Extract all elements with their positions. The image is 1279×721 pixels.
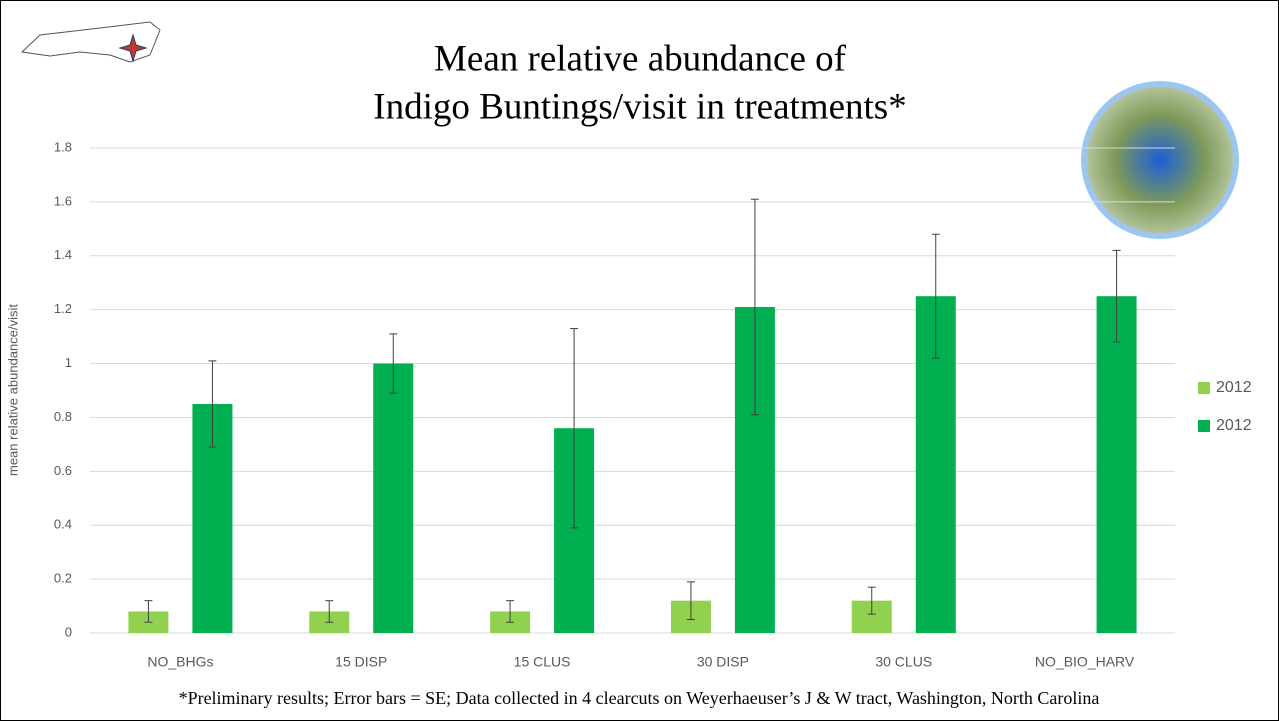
legend-swatch (1198, 382, 1210, 394)
legend-label: 2012 (1216, 379, 1252, 396)
y-tick-label: 0.4 (54, 517, 72, 532)
error-bar (1112, 249, 1121, 343)
y-tick-label: 0.6 (54, 463, 72, 478)
map-icon (20, 21, 161, 63)
title-line: Mean relative abundance of (434, 38, 847, 79)
error-bar (389, 333, 398, 394)
y-axis-label: mean relative abundance/visit (5, 304, 20, 476)
footnote: *Preliminary results; Error bars = SE; D… (179, 688, 1100, 708)
x-tick-label: NO_BIO_HARV (1035, 654, 1135, 670)
error-bar (325, 600, 334, 623)
y-tick-label: 1.4 (54, 247, 72, 262)
y-tick-label: 1.2 (54, 301, 72, 316)
error-bar (931, 233, 940, 359)
y-tick-label: 1.8 (54, 139, 72, 154)
error-bar (208, 360, 217, 448)
x-tick-label: NO_BHGs (147, 654, 213, 670)
y-tick-label: 0.8 (54, 409, 72, 424)
bar (373, 363, 414, 633)
error-bar (750, 198, 759, 416)
y-tick-label: 1 (65, 355, 72, 370)
legend-swatch (1198, 420, 1210, 432)
y-tick-label: 0 (65, 624, 72, 639)
error-bar (570, 328, 579, 529)
x-tick-label: 15 CLUS (514, 654, 571, 670)
x-tick-label: 30 CLUS (875, 654, 932, 670)
x-tick-label: 15 DISP (335, 654, 387, 670)
y-tick-label: 1.6 (54, 193, 72, 208)
compass-icon (118, 33, 148, 63)
x-tick-label: 30 DISP (697, 654, 749, 670)
legend-label: 2012 (1216, 417, 1252, 434)
bar (1096, 296, 1137, 633)
error-bar (144, 600, 153, 623)
error-bar (506, 600, 515, 623)
bird-photo (1081, 81, 1239, 239)
title-line: Indigo Buntings/visit in treatments* (373, 86, 906, 127)
y-tick-label: 0.2 (54, 571, 72, 586)
error-bar (686, 581, 695, 621)
error-bar (867, 586, 876, 615)
